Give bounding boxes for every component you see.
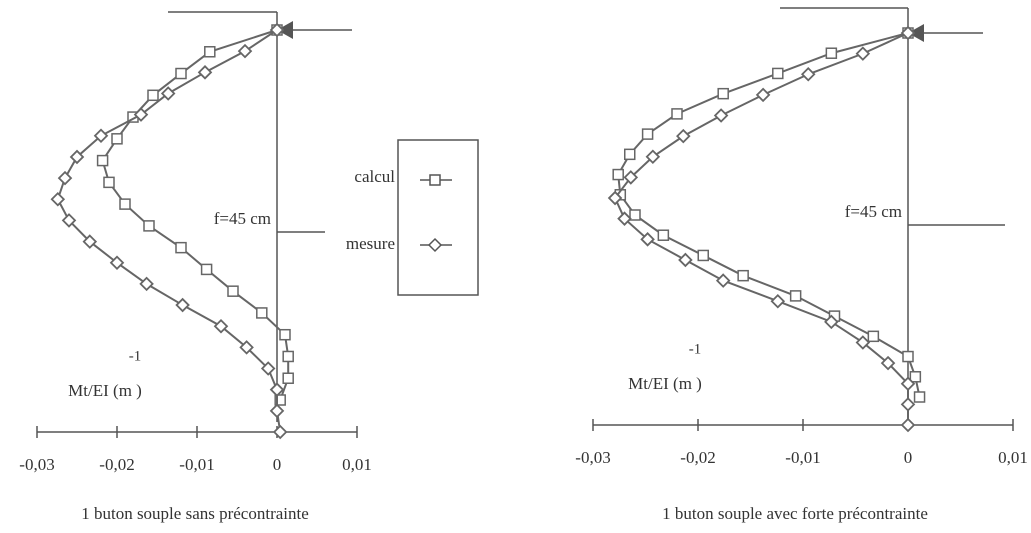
x-tick-label: 0,01: [342, 455, 372, 474]
marker: [109, 255, 125, 271]
marker: [755, 87, 771, 103]
marker: [715, 273, 731, 288]
marker: [624, 148, 636, 161]
x-tick-label: -0,02: [99, 455, 134, 474]
marker: [902, 350, 914, 363]
marker: [772, 67, 784, 80]
support-arrow: [277, 21, 293, 39]
x-tick-label: -0,01: [785, 448, 820, 467]
marker: [175, 67, 187, 80]
marker: [111, 133, 123, 145]
legend-marker: [427, 237, 443, 253]
marker: [57, 170, 73, 186]
marker: [825, 47, 838, 59]
marker: [640, 232, 655, 247]
legend-label: calcul: [354, 167, 395, 186]
marker: [61, 213, 77, 228]
axis-label-exponent: -1: [689, 341, 702, 357]
marker: [269, 382, 285, 397]
x-tick-label: 0,01: [998, 448, 1028, 467]
marker: [678, 252, 693, 268]
marker: [96, 154, 109, 167]
marker: [260, 361, 276, 376]
marker: [139, 276, 154, 292]
x-tick-label: -0,02: [680, 448, 715, 467]
support-arrow: [908, 24, 924, 42]
marker: [913, 391, 926, 403]
x-tick-label: -0,01: [179, 455, 214, 474]
marker: [676, 128, 691, 144]
marker: [717, 87, 729, 100]
marker: [133, 107, 149, 122]
x-tick-label: -0,03: [19, 455, 54, 474]
caption: 1 buton souple avec forte précontrainte: [662, 504, 928, 523]
legend-box: [397, 139, 479, 296]
marker: [737, 269, 749, 282]
marker: [213, 318, 229, 334]
annotation: f=45 cm: [214, 209, 271, 228]
annotation: f=45 cm: [845, 202, 902, 221]
marker: [239, 340, 254, 355]
marker: [82, 234, 98, 249]
x-tick-label: 0: [273, 455, 282, 474]
marker: [800, 66, 816, 82]
marker: [697, 249, 709, 262]
marker: [143, 220, 155, 232]
marker: [900, 417, 916, 433]
marker: [671, 108, 683, 120]
marker: [69, 149, 85, 165]
marker: [204, 46, 216, 58]
marker: [272, 424, 288, 440]
marker: [629, 209, 641, 221]
marker: [160, 86, 176, 101]
marker: [237, 43, 253, 59]
marker: [269, 22, 285, 38]
marker: [50, 191, 66, 207]
marker: [200, 263, 213, 276]
marker: [175, 297, 190, 313]
axis-label: Mt/EI (m ): [68, 381, 142, 400]
marker: [274, 394, 286, 406]
marker: [855, 46, 871, 61]
marker: [657, 229, 670, 241]
marker: [855, 335, 871, 350]
x-tick-label: -0,03: [575, 448, 610, 467]
marker: [119, 198, 131, 210]
marker: [279, 328, 291, 341]
marker: [900, 397, 916, 412]
marker: [789, 290, 802, 302]
marker: [645, 149, 661, 165]
marker: [612, 168, 624, 181]
marker: [900, 25, 916, 41]
marker: [617, 211, 632, 226]
axis-label: Mt/EI (m ): [628, 374, 702, 393]
marker: [770, 293, 786, 309]
legend-marker: [429, 174, 441, 186]
x-tick-label: 0: [904, 448, 913, 467]
marker: [256, 307, 268, 319]
marker: [282, 350, 294, 363]
series-line: [613, 32, 909, 425]
marker: [269, 403, 285, 419]
marker: [607, 190, 623, 206]
marker: [227, 285, 239, 297]
marker: [197, 65, 213, 80]
marker: [867, 330, 880, 343]
marker: [824, 314, 839, 330]
caption: 1 buton souple sans précontrainte: [81, 504, 309, 523]
marker: [641, 128, 654, 140]
axis-label-exponent: -1: [129, 348, 142, 364]
marker: [175, 241, 187, 254]
marker: [93, 128, 109, 144]
marker: [900, 376, 916, 392]
marker: [282, 372, 294, 384]
legend-label: mesure: [346, 234, 395, 253]
marker: [713, 108, 729, 123]
marker: [909, 371, 922, 383]
marker: [623, 170, 639, 185]
marker: [103, 176, 115, 189]
marker: [880, 355, 896, 371]
marker: [147, 89, 159, 102]
